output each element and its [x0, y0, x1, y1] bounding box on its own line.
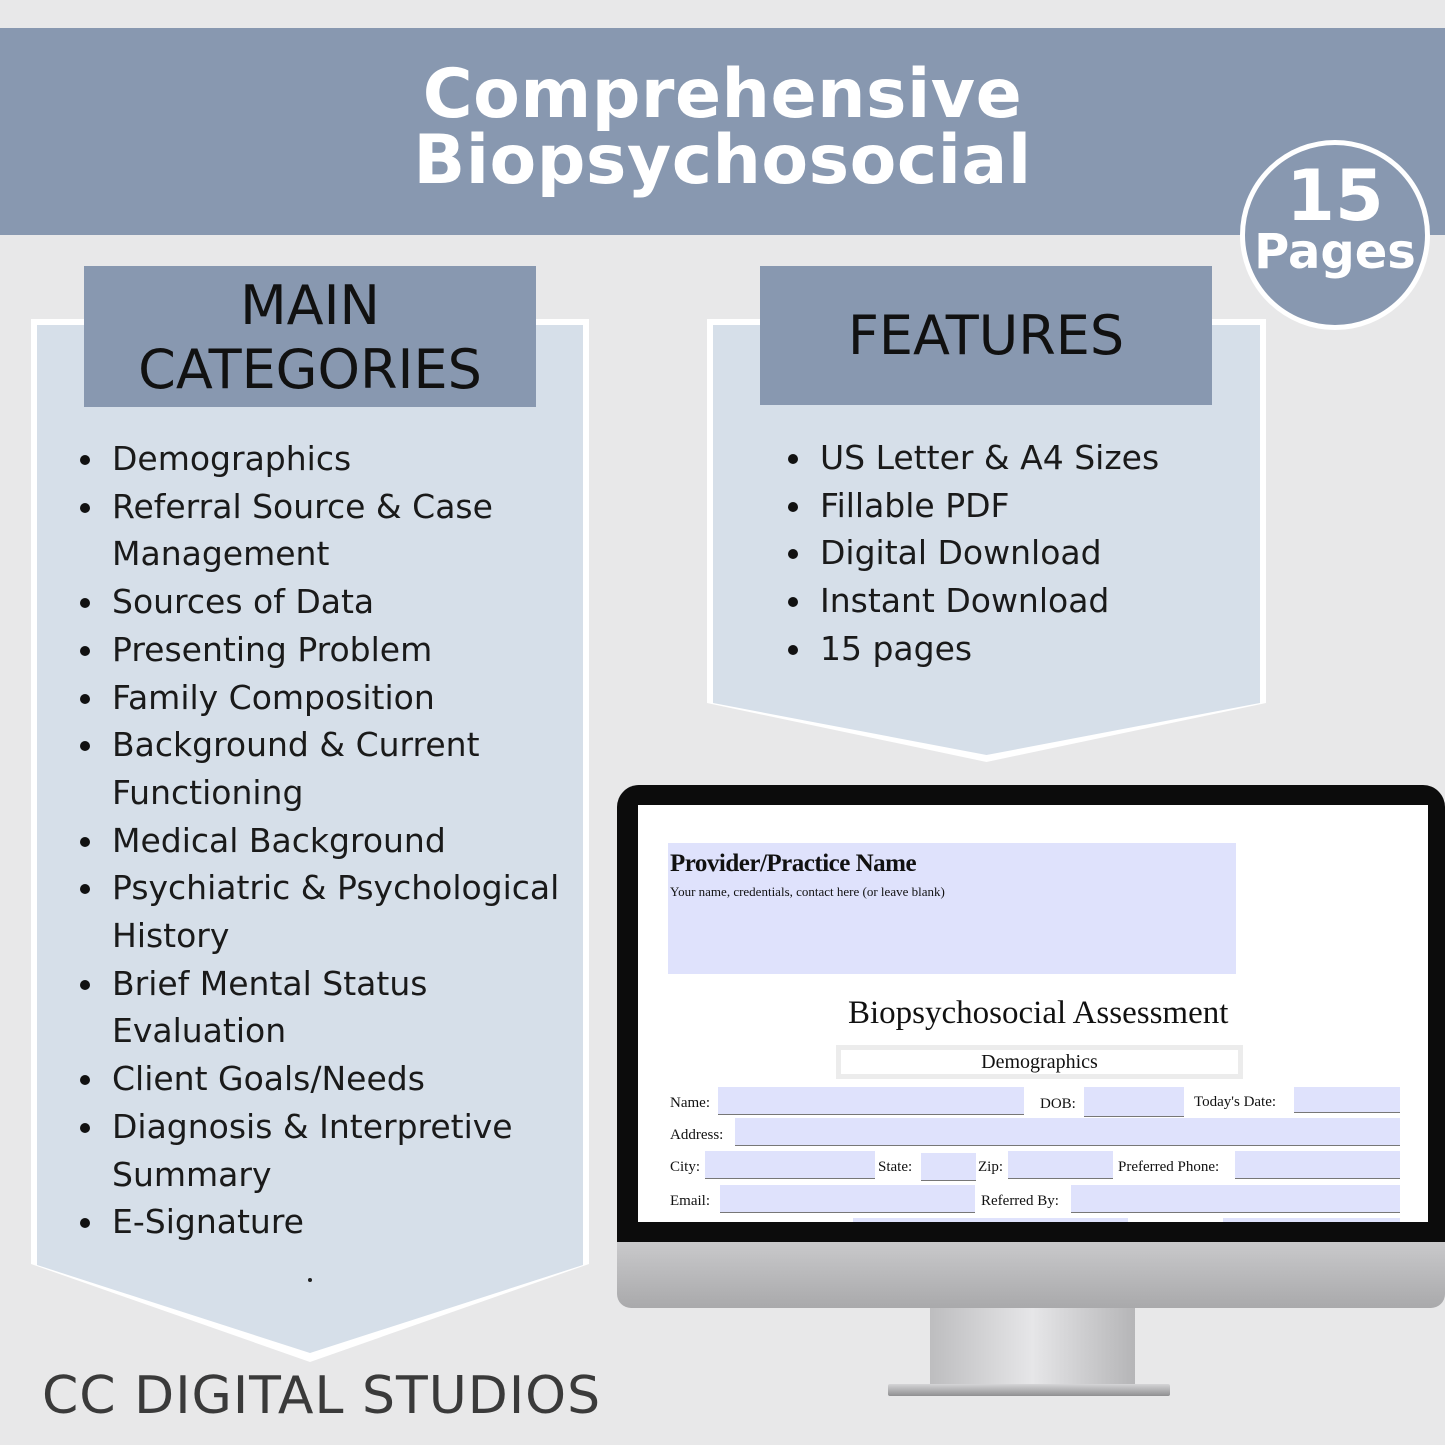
monitor-stand — [930, 1308, 1135, 1386]
page-title: Comprehensive Biopsychosocial — [0, 55, 1445, 200]
zip-field[interactable] — [1008, 1151, 1113, 1179]
list-item: Background & Current Functioning — [80, 721, 580, 816]
list-item: 15 pages — [788, 625, 1248, 673]
heading-line-2: CATEGORIES — [138, 338, 482, 401]
preferred-phone-label: Preferred Phone: — [1118, 1159, 1220, 1175]
monitor-screen: Provider/Practice Name Your name, creden… — [638, 805, 1428, 1222]
name-label: Name: — [670, 1095, 710, 1111]
dot — [308, 1278, 312, 1282]
list-item: Diagnosis & Interpretive Summary — [80, 1103, 580, 1198]
list-item: Digital Download — [788, 529, 1248, 577]
provider-box[interactable] — [668, 843, 1236, 974]
dob-label: DOB: — [1040, 1096, 1076, 1112]
referred-by-field[interactable] — [1071, 1185, 1400, 1213]
partial-field — [853, 1218, 1128, 1222]
monitor-base — [888, 1384, 1170, 1396]
list-item: US Letter & A4 Sizes — [788, 434, 1248, 482]
categories-heading: MAIN CATEGORIES — [84, 266, 536, 407]
state-field[interactable] — [921, 1153, 976, 1181]
address-label: Address: — [670, 1127, 724, 1143]
pages-badge: 15 Pages — [1240, 140, 1430, 330]
categories-panel — [37, 325, 583, 1353]
todays-date-field[interactable] — [1294, 1087, 1400, 1113]
list-item: Fillable PDF — [788, 482, 1248, 530]
document-title: Biopsychosocial Assessment — [848, 995, 1229, 1031]
section-demographics: Demographics — [836, 1045, 1243, 1079]
provider-title: Provider/Practice Name — [670, 850, 917, 877]
email-label: Email: — [670, 1193, 710, 1209]
title-line-2: Biopsychosocial — [413, 121, 1032, 200]
features-heading: FEATURES — [760, 266, 1212, 405]
list-item: Instant Download — [788, 577, 1248, 625]
dob-field[interactable] — [1084, 1087, 1184, 1117]
name-field[interactable] — [718, 1087, 1024, 1115]
state-label: State: — [878, 1159, 913, 1175]
list-item: Family Composition — [80, 674, 580, 722]
list-item: Sources of Data — [80, 578, 580, 626]
zip-label: Zip: — [978, 1159, 1003, 1175]
categories-list: Demographics Referral Source & Case Manag… — [80, 435, 580, 1246]
brand-name: CC DIGITAL STUDIOS — [42, 1366, 602, 1426]
list-item: Presenting Problem — [80, 626, 580, 674]
preferred-phone-field[interactable] — [1235, 1151, 1400, 1179]
list-item: Referral Source & Case Management — [80, 483, 580, 578]
heading-line-1: MAIN — [240, 274, 380, 337]
referred-by-label: Referred By: — [981, 1193, 1059, 1209]
list-item: Demographics — [80, 435, 580, 483]
list-item: Psychiatric & Psychological History — [80, 864, 580, 959]
todays-date-label: Today's Date: — [1194, 1094, 1277, 1110]
provider-subtitle: Your name, credentials, contact here (or… — [670, 884, 945, 899]
features-list: US Letter & A4 Sizes Fillable PDF Digital … — [788, 434, 1248, 673]
city-label: City: — [670, 1159, 701, 1175]
city-field[interactable] — [705, 1151, 875, 1179]
address-field[interactable] — [735, 1118, 1400, 1146]
badge-number: 15 — [1286, 155, 1384, 237]
partial-field — [1223, 1218, 1400, 1222]
badge-label: Pages — [1254, 224, 1416, 280]
list-item: Brief Mental Status Evaluation — [80, 960, 580, 1055]
list-item: E-Signature — [80, 1198, 580, 1246]
title-banner — [0, 28, 1445, 235]
list-item: Medical Background — [80, 817, 580, 865]
list-item: Client Goals/Needs — [80, 1055, 580, 1103]
monitor-chin — [617, 1242, 1445, 1308]
title-line-1: Comprehensive — [422, 55, 1023, 134]
email-field[interactable] — [720, 1185, 975, 1213]
